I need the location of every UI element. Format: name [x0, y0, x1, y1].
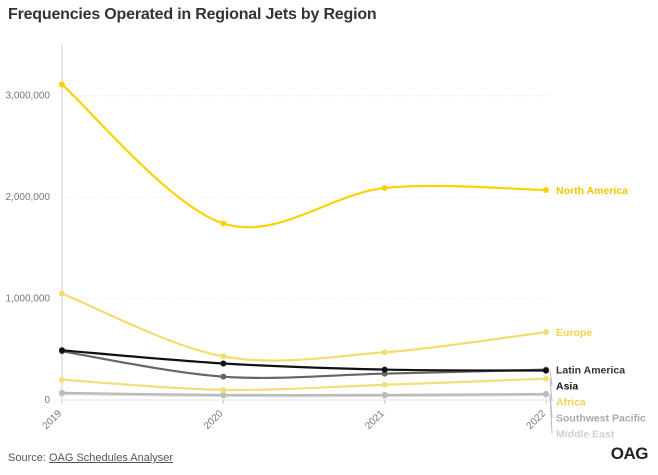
series-label-middle-east: Middle East: [556, 429, 615, 441]
data-point-north-america: [59, 81, 65, 88]
series-line-southwest-pacific: [60, 391, 548, 397]
data-point-europe: [381, 349, 388, 356]
series-line-asia: [60, 349, 548, 372]
data-point-southwest-pacific: [59, 389, 65, 396]
data-point-asia: [381, 366, 388, 373]
data-point-latin-america: [220, 373, 227, 380]
x-tick-label: 2019: [41, 408, 65, 432]
series-labels: North America Europe Asia Latin America Afri…: [549, 185, 646, 441]
data-point-asia: [543, 367, 549, 374]
series-line-latin-america: [60, 350, 548, 380]
series-label-north-america: North America: [556, 185, 628, 197]
grid-lines: [61, 45, 550, 401]
series-line-north-america: [60, 83, 548, 229]
x-tick-label: 2022: [525, 408, 549, 432]
x-axis-ticks: 2019 2020 2021 2022: [41, 400, 549, 432]
data-point-north-america: [381, 185, 388, 192]
series-lines: [59, 81, 549, 399]
data-point-north-america: [543, 187, 549, 194]
data-point-africa: [543, 375, 549, 382]
data-point-asia: [220, 360, 227, 367]
x-tick-label: 2020: [202, 408, 226, 432]
x-tick-label: 2021: [363, 408, 387, 432]
data-point-africa: [59, 376, 65, 383]
data-point-north-america: [220, 220, 227, 227]
source-note: Source: OAG Schedules Analyser: [8, 452, 173, 464]
data-point-europe: [59, 290, 65, 297]
y-tick-label: 0: [44, 395, 50, 406]
source-prefix: Source:: [8, 452, 49, 464]
series-label-africa: Africa: [556, 397, 586, 409]
series-label-southwest-pacific: Southwest Pacific: [556, 413, 646, 425]
data-point-europe: [543, 329, 549, 336]
oag-logo: OAG: [610, 444, 649, 463]
series-label-latin-america: Latin America: [556, 365, 625, 377]
label-leader-africa: [549, 378, 553, 402]
series-label-europe: Europe: [556, 327, 592, 339]
label-leader-asia: [549, 370, 553, 386]
source-link[interactable]: OAG Schedules Analyser: [48, 452, 174, 464]
data-point-africa: [220, 386, 227, 393]
data-point-asia: [59, 347, 65, 354]
data-point-africa: [381, 381, 388, 388]
data-point-southwest-pacific: [381, 391, 388, 398]
y-tick-label: 1,000,000: [6, 294, 51, 305]
series-label-asia: Asia: [556, 381, 578, 393]
y-tick-label: 2,000,000: [6, 192, 51, 203]
label-leader-middle-east: [549, 394, 553, 434]
y-axis-ticks: 0 1,000,000 2,000,000 3,000,000: [6, 91, 51, 406]
y-tick-label: 3,000,000: [6, 91, 51, 102]
chart-title: Frequencies Operated in Regional Jets by…: [8, 6, 377, 23]
data-point-southwest-pacific: [220, 391, 227, 398]
series-line-europe: [60, 292, 548, 362]
data-point-europe: [220, 353, 227, 360]
series-line-africa: [60, 377, 548, 392]
data-point-southwest-pacific: [543, 390, 549, 397]
